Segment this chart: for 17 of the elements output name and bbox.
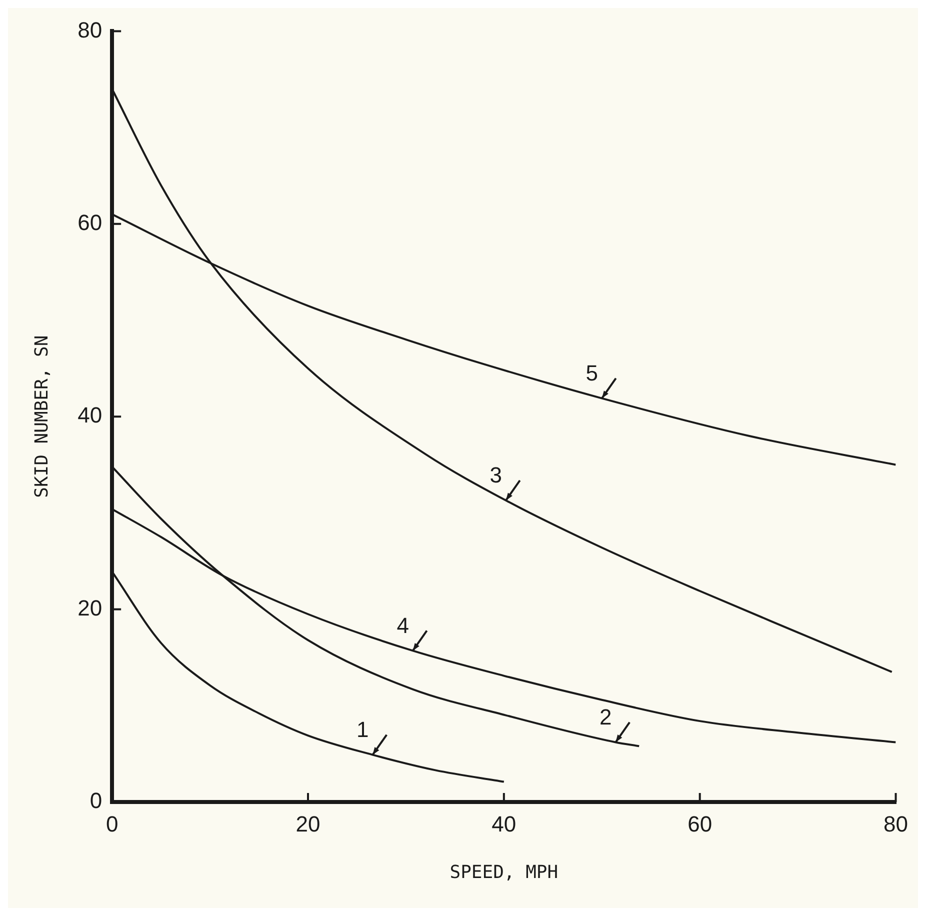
x-tick-label: 80: [884, 811, 908, 836]
y-tick-label: 60: [78, 210, 102, 235]
annotation: 1: [356, 716, 369, 742]
x-axis-title: SPEED, MPH: [450, 862, 558, 883]
annotation: 4: [396, 612, 409, 638]
y-tick-label: 0: [90, 788, 102, 814]
x-tick-label: 0: [106, 811, 118, 836]
annotation: 2: [599, 704, 612, 730]
x-tick-label: 60: [688, 811, 712, 836]
annotation: 3: [490, 462, 502, 488]
x-tick-label: 40: [492, 811, 516, 836]
annotation: 5: [586, 360, 598, 386]
y-tick-label: 20: [78, 595, 102, 620]
y-tick-label: 80: [78, 17, 102, 42]
y-axis-title: SKID NUMBER, SN: [31, 335, 52, 498]
y-tick-label: 40: [78, 402, 102, 428]
x-tick-label: 20: [296, 811, 320, 836]
